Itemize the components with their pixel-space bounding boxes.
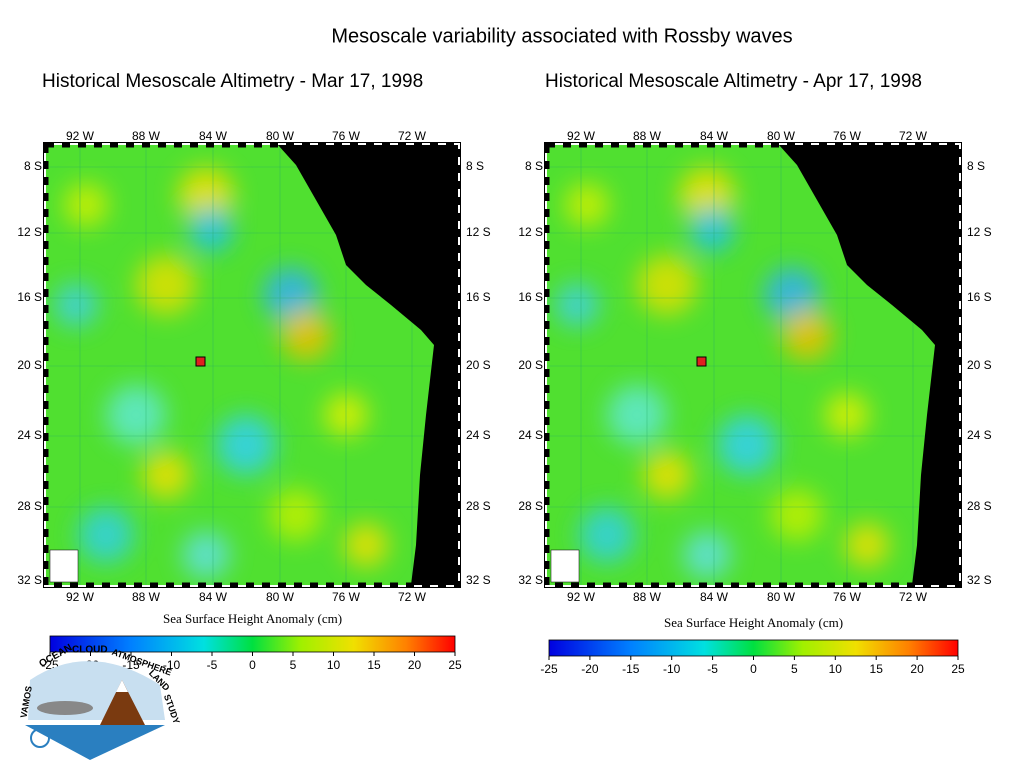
logo: OCEAN CLOUD ATMOSPHERE LAND STUDY VAMOS <box>18 642 182 760</box>
lat-label: 12 S <box>967 225 992 239</box>
lon-label: 80 W <box>767 129 796 143</box>
lat-label: 32 S <box>17 573 42 587</box>
colorbar-tick-label: 5 <box>290 658 297 672</box>
colorbar-label: Sea Surface Height Anomaly (cm) <box>664 615 843 630</box>
lon-label: 88 W <box>633 129 662 143</box>
lon-label: 80 W <box>266 129 295 143</box>
colorbar-tick-label: -10 <box>663 662 681 676</box>
lon-label: 92 W <box>567 590 596 604</box>
colorbar-tick-label: 25 <box>448 658 462 672</box>
lon-label: 84 W <box>700 129 729 143</box>
lon-label: 88 W <box>132 129 161 143</box>
lon-label: 76 W <box>833 590 862 604</box>
lon-label: 72 W <box>398 590 427 604</box>
lon-label: 88 W <box>633 590 662 604</box>
lon-label: 84 W <box>700 590 729 604</box>
colorbar-tick-label: 25 <box>951 662 965 676</box>
colorbar <box>548 639 959 657</box>
lon-label: 76 W <box>332 129 361 143</box>
logo-text: STUDY <box>162 693 182 725</box>
colorbar-tick-label: -20 <box>581 662 599 676</box>
lat-label: 12 S <box>518 225 543 239</box>
lat-label: 28 S <box>466 499 491 513</box>
panel-title: Historical Mesoscale Altimetry - Mar 17,… <box>42 71 423 92</box>
colorbar-tick-label: 15 <box>870 662 884 676</box>
lat-label: 24 S <box>17 428 42 442</box>
lat-label: 12 S <box>17 225 42 239</box>
colorbar-tick-label: -5 <box>707 662 718 676</box>
lat-label: 20 S <box>967 358 992 372</box>
lon-label: 80 W <box>266 590 295 604</box>
lon-label: 72 W <box>899 590 928 604</box>
colorbar-label: Sea Surface Height Anomaly (cm) <box>163 611 342 626</box>
lat-label: 32 S <box>967 573 992 587</box>
map-panel: Historical Mesoscale Altimetry - Apr 17,… <box>518 71 991 676</box>
lon-label: 92 W <box>66 590 95 604</box>
colorbar-tick-label: -5 <box>207 658 218 672</box>
lat-label: 16 S <box>967 290 992 304</box>
lat-label: 28 S <box>967 499 992 513</box>
lon-label: 76 W <box>833 129 862 143</box>
slide-title: Mesoscale variability associated with Ro… <box>331 25 792 47</box>
map-image <box>44 143 461 588</box>
colorbar <box>49 635 456 653</box>
lat-label: 8 S <box>525 159 543 173</box>
lon-label: 72 W <box>398 129 427 143</box>
lat-label: 16 S <box>466 290 491 304</box>
map-panel: Historical Mesoscale Altimetry - Mar 17,… <box>17 71 490 672</box>
colorbar-tick-label: 0 <box>750 662 757 676</box>
lat-label: 16 S <box>17 290 42 304</box>
lat-label: 8 S <box>24 159 42 173</box>
lat-label: 8 S <box>967 159 985 173</box>
colorbar-tick-label: 20 <box>408 658 422 672</box>
lat-label: 20 S <box>466 358 491 372</box>
colorbar-tick-label: 0 <box>249 658 256 672</box>
lon-label: 76 W <box>332 590 361 604</box>
lat-label: 20 S <box>518 358 543 372</box>
lat-label: 12 S <box>466 225 491 239</box>
colorbar-tick-label: -10 <box>163 658 181 672</box>
panel-title: Historical Mesoscale Altimetry - Apr 17,… <box>545 71 922 92</box>
lat-label: 24 S <box>466 428 491 442</box>
colorbar-tick-label: 10 <box>327 658 341 672</box>
colorbar-tick-label: 15 <box>367 658 381 672</box>
lat-label: 28 S <box>518 499 543 513</box>
colorbar-tick-label: 20 <box>910 662 924 676</box>
colorbar-tick-label: 10 <box>829 662 843 676</box>
lon-label: 92 W <box>66 129 95 143</box>
colorbar-tick-label: -25 <box>540 662 558 676</box>
lat-label: 24 S <box>518 428 543 442</box>
colorbar-tick-label: -15 <box>622 662 640 676</box>
lon-label: 84 W <box>199 590 228 604</box>
lat-label: 28 S <box>17 499 42 513</box>
lat-label: 32 S <box>466 573 491 587</box>
map-image <box>545 143 962 588</box>
lat-label: 24 S <box>967 428 992 442</box>
lat-label: 20 S <box>17 358 42 372</box>
lon-label: 72 W <box>899 129 928 143</box>
logo-text: CLOUD <box>72 645 108 656</box>
lat-label: 8 S <box>466 159 484 173</box>
colorbar-tick-label: 5 <box>791 662 798 676</box>
lon-label: 84 W <box>199 129 228 143</box>
lat-label: 32 S <box>518 573 543 587</box>
lat-label: 16 S <box>518 290 543 304</box>
lon-label: 80 W <box>767 590 796 604</box>
lon-label: 88 W <box>132 590 161 604</box>
panels: Historical Mesoscale Altimetry - Mar 17,… <box>17 71 991 676</box>
lon-label: 92 W <box>567 129 596 143</box>
